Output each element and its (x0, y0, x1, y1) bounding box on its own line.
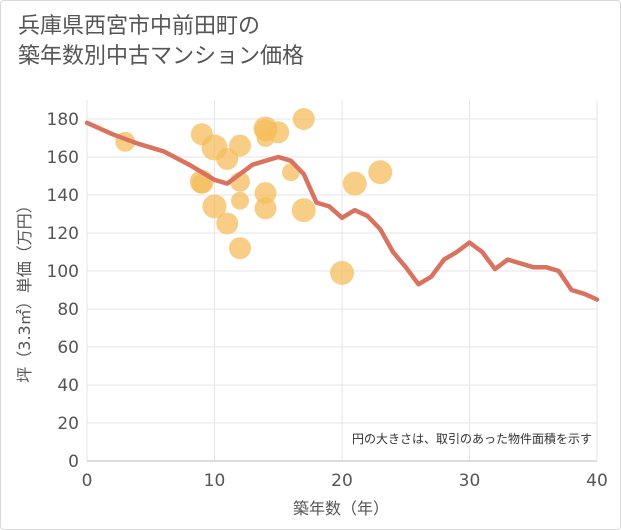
x-tick-label: 0 (82, 471, 93, 491)
y-tick-label: 40 (57, 376, 79, 396)
data-bubble (292, 108, 315, 130)
x-tick-label: 10 (204, 471, 226, 491)
chart-title: 兵庫県西宮市中前田町の 築年数別中古マンション価格 (18, 12, 304, 72)
size-note: 円の大きさは、取引のあった物件面積を示す (352, 431, 592, 446)
x-axis-label: 築年数（年） (293, 499, 389, 518)
data-bubble (216, 212, 239, 235)
trend-line (84, 120, 600, 302)
data-bubble (202, 194, 227, 219)
y-tick-label: 60 (57, 338, 79, 358)
data-bubble (229, 237, 251, 260)
y-tick-label: 100 (47, 262, 79, 282)
y-axis-label: 坪（3.3㎡）単価（万円） (15, 197, 34, 382)
y-tick-label: 180 (47, 110, 79, 130)
x-tick-label: 20 (331, 471, 353, 491)
data-bubble (231, 191, 249, 210)
title-line-2: 築年数別中古マンション価格 (18, 44, 305, 69)
y-tick-label: 160 (47, 148, 79, 168)
data-bubble (229, 134, 251, 157)
data-bubble (267, 121, 290, 144)
axes: 0 20 40 60 80 100 120 140 160 180 0 10 20 30 40 (47, 110, 608, 491)
x-tick-label: 40 (586, 471, 608, 491)
x-tick-label: 30 (459, 471, 481, 491)
y-tick-label: 20 (57, 414, 79, 434)
data-bubble (191, 173, 212, 194)
y-tick-label: 0 (68, 452, 79, 472)
data-bubble (342, 171, 367, 196)
y-tick-label: 120 (47, 224, 79, 244)
y-tick-label: 80 (57, 300, 79, 320)
data-bubble (254, 182, 277, 205)
trend-line-group (84, 120, 600, 302)
bubbles (115, 108, 393, 285)
data-bubble (330, 260, 354, 285)
data-bubble (254, 197, 277, 220)
title-line-1: 兵庫県西宮市中前田町の (18, 14, 261, 39)
data-bubble (368, 160, 393, 185)
data-bubble (291, 198, 316, 223)
y-tick-label: 140 (47, 186, 79, 206)
